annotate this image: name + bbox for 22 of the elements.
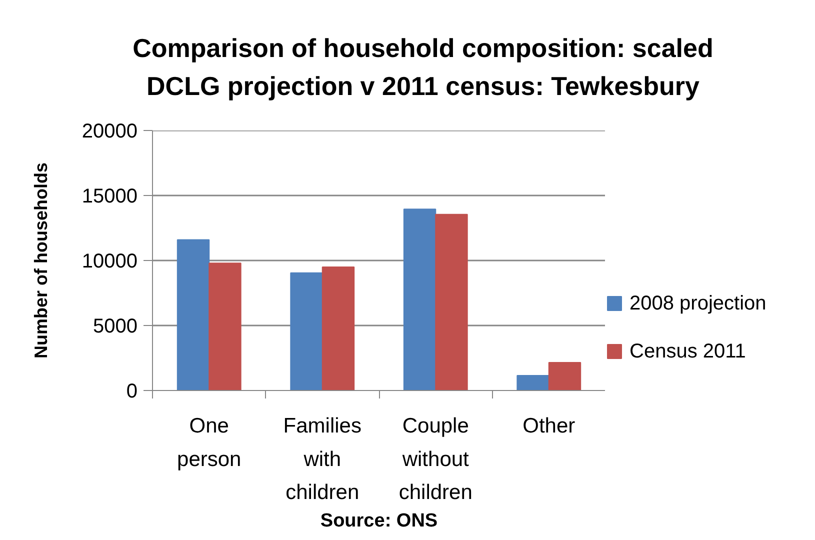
bar xyxy=(322,266,355,390)
x-tick-label: Other xyxy=(522,414,576,438)
bar xyxy=(548,362,582,390)
y-tick-label: 10000 xyxy=(82,250,138,272)
legend-label: 2008 projection xyxy=(630,292,766,314)
y-tick-label: 15000 xyxy=(82,186,138,208)
y-tick-label: 5000 xyxy=(93,316,138,338)
y-tick-label: 20000 xyxy=(82,120,138,142)
y-axis-title: Number of households xyxy=(30,162,51,358)
bar xyxy=(290,272,323,390)
bar xyxy=(403,208,436,390)
x-tick-label: One person xyxy=(177,414,242,471)
bar xyxy=(435,214,468,390)
bar xyxy=(516,375,550,390)
y-tick-label: 0 xyxy=(126,380,138,402)
chart-title: Comparison of household composition: scaled DCLG projection v 2011 census: Tewkesbury xyxy=(132,32,714,103)
x-tick-label: Families with children xyxy=(283,414,362,504)
source-note: Source: ONS xyxy=(320,510,438,532)
bar xyxy=(208,262,242,390)
bar xyxy=(176,239,210,390)
legend-label: Census 2011 xyxy=(630,340,746,362)
x-tick-label: Couple without children xyxy=(398,414,472,504)
